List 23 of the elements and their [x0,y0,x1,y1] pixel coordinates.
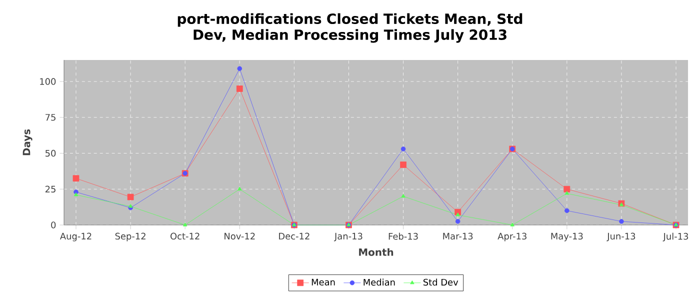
legend-label: Mean [312,278,335,286]
x-tick-label: Nov-12 [224,232,255,240]
y-tick-label: 100 [40,78,56,85]
y-axis-title: Days [22,129,32,156]
x-tick-label: Jul-13 [662,232,688,242]
x-tick-label: Jan-13 [334,232,362,242]
legend-label: Median [364,278,395,286]
x-tick-label: Jun-13 [606,232,636,242]
x-tick-label: Sep-12 [115,232,146,242]
x-tick-label: Apr-13 [498,232,526,242]
chart-title: port-modifications Closed Tickets Mean, Std Dev, Median Processing Times July 2013 [178,13,522,43]
x-tick-label: Oct-12 [170,232,200,240]
x-tick-label: Dec-12 [279,232,310,240]
legend-label: Std Dev [423,278,458,286]
x-axis-title: Month [359,248,394,256]
x-tick-label: Aug-12 [60,232,92,242]
y-tick-label: 25 [45,186,56,193]
x-tick-label: Mar-13 [443,232,473,240]
y-tick-label: 50 [46,150,56,157]
y-tick-label: 75 [46,114,56,121]
x-tick-label: May-13 [551,232,583,242]
x-tick-label: Feb-13 [388,232,418,240]
y-tick-label: 0 [51,222,56,228]
